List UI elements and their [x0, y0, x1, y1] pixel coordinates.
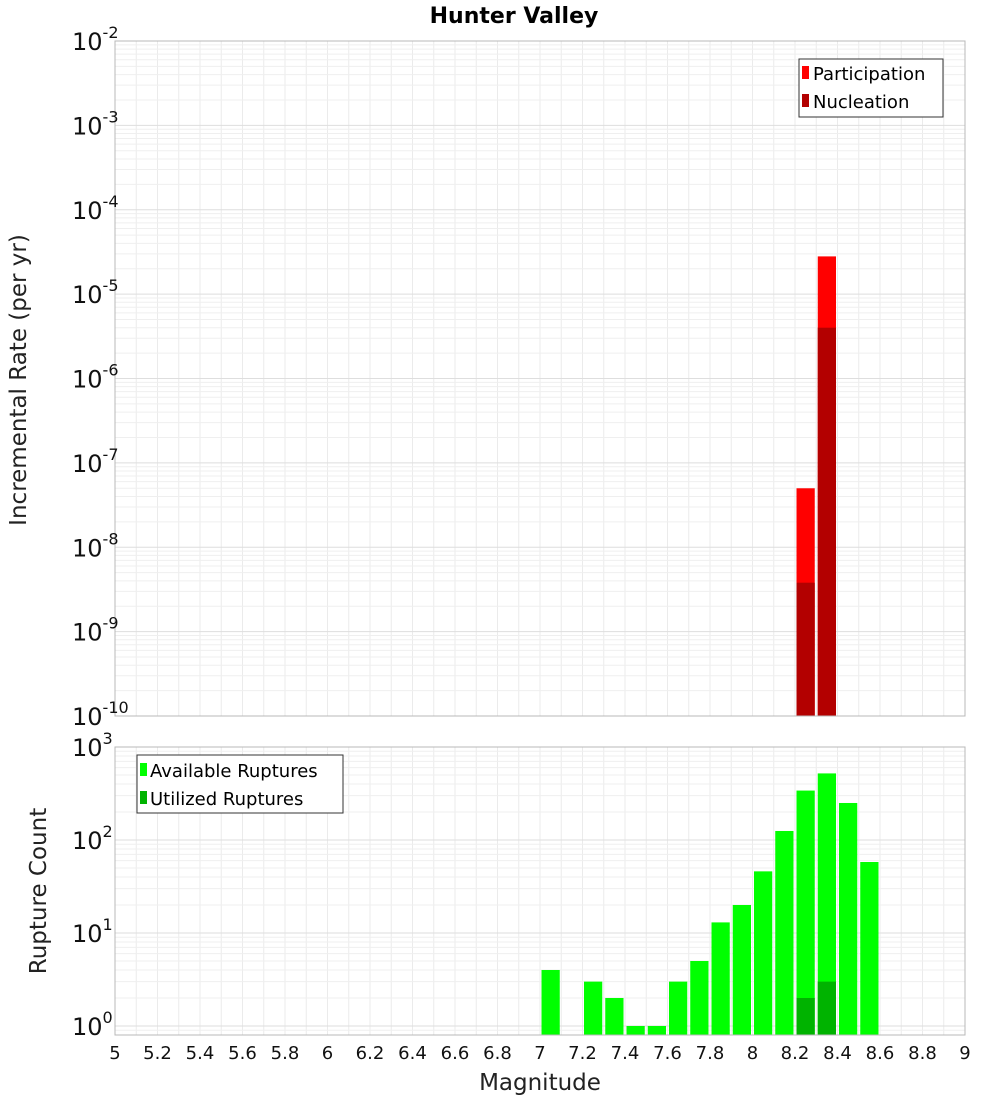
bottom-y-tick-label: 103	[72, 729, 113, 762]
available-ruptures-bar	[860, 861, 879, 1035]
top-y-tick-label: 10-7	[72, 445, 119, 478]
top-y-tick-label: 10-9	[72, 614, 119, 647]
bottom-y-tick-exponent: 2	[103, 822, 113, 841]
top-y-tick-exponent: -7	[103, 445, 119, 464]
available-ruptures-bar	[690, 960, 709, 1035]
available-ruptures-bar	[605, 997, 624, 1035]
nucleation-legend-swatch	[802, 94, 809, 107]
utilized-ruptures-bar	[796, 997, 815, 1035]
x-tick-label: 6.6	[441, 1043, 470, 1064]
top-y-tick-label: 10-4	[72, 192, 119, 225]
chart-title: Hunter Valley	[430, 4, 599, 29]
x-tick-label: 6.8	[483, 1043, 512, 1064]
top-y-tick-label: 10-3	[72, 107, 119, 140]
available-ruptures-legend-swatch	[140, 763, 147, 776]
available-ruptures-bar	[796, 790, 815, 1035]
top-y-tick-exponent: -4	[103, 192, 119, 211]
bottom-y-tick-label: 100	[72, 1008, 113, 1041]
available-ruptures-bar	[775, 830, 794, 1035]
x-tick-label: 7	[534, 1043, 545, 1064]
x-tick-label: 7.6	[653, 1043, 682, 1064]
top-y-tick-exponent: -6	[103, 361, 119, 380]
top-y-tick-exponent: -9	[103, 614, 119, 633]
nucleation-bar	[796, 582, 815, 716]
bottom-y-tick-exponent: 0	[103, 1008, 113, 1027]
top-y-tick-label: 10-6	[72, 361, 119, 394]
bottom-legend-box	[136, 754, 344, 814]
nucleation-bar	[817, 327, 836, 716]
x-tick-label: 7.2	[568, 1043, 597, 1064]
bottom-y-tick-exponent: 3	[103, 729, 113, 748]
utilized-ruptures-legend-label: Utilized Ruptures	[150, 789, 303, 810]
top-y-tick-label: 10-2	[72, 23, 119, 56]
available-ruptures-legend-label: Available Ruptures	[150, 761, 318, 782]
participation-legend-label: Participation	[813, 64, 925, 85]
x-axis-ticks: 5 5.2 5.4 5.6 5.8 6 6.2 6.4 6.6 6.8 7 7.2 7.4 7.6 7.8 8…	[109, 1043, 970, 1064]
top-legend-box	[798, 58, 944, 118]
top-plot-frame	[114, 40, 966, 717]
available-ruptures-bar	[711, 922, 730, 1035]
bottom-y-tick-exponent: 1	[103, 915, 113, 934]
x-tick-label: 7.8	[696, 1043, 725, 1064]
x-tick-label: 6.2	[356, 1043, 385, 1064]
utilized-ruptures-legend-swatch	[140, 791, 147, 804]
x-tick-label: 7.4	[611, 1043, 640, 1064]
bottom-plot-frame	[114, 746, 966, 1036]
x-tick-label: 8.6	[866, 1043, 895, 1064]
participation-legend-swatch	[802, 66, 809, 79]
available-ruptures-bar	[754, 871, 773, 1035]
available-ruptures-bar	[839, 802, 858, 1035]
top-y-tick-exponent: -10	[103, 698, 129, 717]
x-tick-label: 9	[959, 1043, 970, 1064]
x-tick-label: 5	[109, 1043, 120, 1064]
available-ruptures-bar	[541, 969, 560, 1035]
bottom-legend: Available Ruptures Utilized Ruptures	[136, 754, 344, 814]
x-tick-label: 8.4	[823, 1043, 852, 1064]
x-tick-label: 5.8	[271, 1043, 300, 1064]
available-ruptures-bar	[584, 981, 603, 1035]
x-tick-label: 8.2	[781, 1043, 810, 1064]
utilized-ruptures-bar	[817, 981, 836, 1035]
bottom-plot-bars	[541, 773, 879, 1035]
available-ruptures-bar	[626, 1025, 645, 1035]
top-y-tick-exponent: -8	[103, 529, 119, 548]
x-axis-label: Magnitude	[479, 1070, 601, 1096]
nucleation-legend-label: Nucleation	[813, 92, 909, 113]
bottom-y-tick-label: 101	[72, 915, 113, 948]
top-y-tick-label: 10-5	[72, 276, 119, 309]
top-legend: Participation Nucleation	[798, 58, 944, 118]
bottom-y-axis-label: Rupture Count	[26, 808, 52, 974]
top-y-tick-exponent: -5	[103, 276, 119, 295]
top-y-axis-label: Incremental Rate (per yr)	[6, 234, 32, 526]
x-tick-label: 6	[322, 1043, 333, 1064]
x-tick-label: 5.4	[186, 1043, 215, 1064]
top-y-tick-exponent: -2	[103, 23, 119, 42]
x-tick-label: 8.8	[908, 1043, 937, 1064]
top-plot-grid	[114, 41, 966, 717]
available-ruptures-bar	[817, 773, 836, 1035]
x-tick-label: 5.2	[143, 1043, 172, 1064]
available-ruptures-bar	[647, 1025, 666, 1035]
available-ruptures-bar	[669, 981, 688, 1035]
top-plot-bars	[796, 256, 836, 716]
x-tick-label: 5.6	[228, 1043, 257, 1064]
available-ruptures-bar	[732, 904, 751, 1035]
x-tick-label: 6.4	[398, 1043, 427, 1064]
top-y-tick-exponent: -3	[103, 107, 119, 126]
top-y-tick-label: 10-8	[72, 529, 119, 562]
top-y-tick-label: 10-10	[72, 698, 129, 731]
bottom-y-tick-label: 102	[72, 822, 113, 855]
x-tick-label: 8	[747, 1043, 758, 1064]
